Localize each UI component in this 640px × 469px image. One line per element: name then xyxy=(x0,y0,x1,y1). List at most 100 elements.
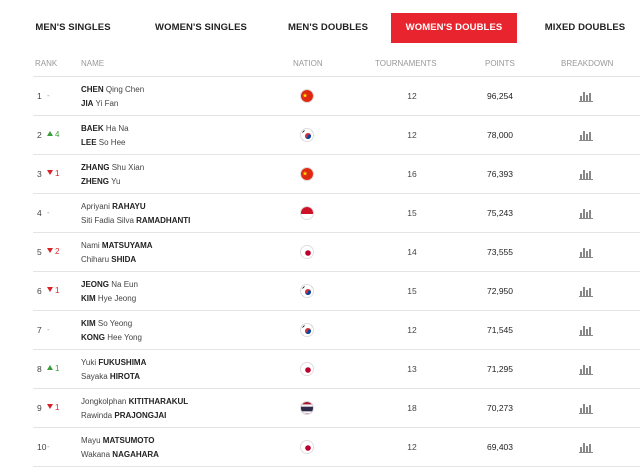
player-2[interactable]: Chiharu SHIDA xyxy=(81,253,153,267)
table-row: 3 1 ZHANG Shu Xian ZHENG Yu 16 76,393 xyxy=(33,155,640,194)
breakdown-chart-icon[interactable] xyxy=(579,246,593,258)
tab-womens-doubles[interactable]: WOMEN'S DOUBLES xyxy=(391,13,517,43)
player-surname: NAGAHARA xyxy=(112,450,159,459)
player-2[interactable]: Sayaka HIROTA xyxy=(81,370,146,384)
player-names: BAEK Ha Na LEE So Hee xyxy=(81,122,129,150)
header-name: NAME xyxy=(81,59,105,68)
player-1[interactable]: JEONG Na Eun xyxy=(81,278,138,292)
points-value: 75,243 xyxy=(487,208,513,218)
breakdown-chart-icon[interactable] xyxy=(579,363,593,375)
points-value: 72,950 xyxy=(487,286,513,296)
player-2[interactable]: Wakana NAGAHARA xyxy=(81,448,159,462)
player-1[interactable]: Apriyani RAHAYU xyxy=(81,200,190,214)
points-value: 73,555 xyxy=(487,247,513,257)
header-points: POINTS xyxy=(485,59,515,68)
player-surname: FUKUSHIMA xyxy=(98,358,147,367)
arrow-down-icon xyxy=(47,287,53,292)
arrow-down-icon xyxy=(47,404,53,409)
breakdown-chart-icon[interactable] xyxy=(579,90,593,102)
player-2[interactable]: KIM Hye Jeong xyxy=(81,292,138,306)
player-2[interactable]: JIA Yi Fan xyxy=(81,97,144,111)
tab-mixed-doubles[interactable]: MIXED DOUBLES xyxy=(544,22,626,33)
korea-flag-icon xyxy=(300,284,314,298)
player-1[interactable]: Mayu MATSUMOTO xyxy=(81,434,159,448)
player-surname: JIA xyxy=(81,99,94,108)
player-1[interactable]: CHEN Qing Chen xyxy=(81,83,144,97)
player-2[interactable]: Rawinda PRAJONGJAI xyxy=(81,409,188,423)
rank-movement: 1 xyxy=(47,364,59,373)
player-2[interactable]: Siti Fadia Silva RAMADHANTI xyxy=(81,214,190,228)
table-header: RANK NAME NATION TOURNAMENTS POINTS BREA… xyxy=(0,59,640,71)
thailand-flag-icon xyxy=(300,401,314,415)
rank-movement: - xyxy=(47,208,50,217)
tab-mens-singles[interactable]: MEN'S SINGLES xyxy=(35,22,111,33)
table-row: 1 - CHEN Qing Chen JIA Yi Fan 12 96,254 xyxy=(33,76,640,116)
player-surname: RAHAYU xyxy=(112,202,146,211)
player-given-name: Hee Yong xyxy=(107,333,142,342)
player-surname: KIM xyxy=(81,294,96,303)
player-names: Nami MATSUYAMA Chiharu SHIDA xyxy=(81,239,153,267)
rank-movement: - xyxy=(47,442,50,451)
rank-value: 3 xyxy=(37,169,42,179)
player-given-name: Rawinda xyxy=(81,411,113,420)
player-1[interactable]: Jongkolphan KITITHARAKUL xyxy=(81,395,188,409)
player-names: Yuki FUKUSHIMA Sayaka HIROTA xyxy=(81,356,146,384)
player-names: Apriyani RAHAYU Siti Fadia Silva RAMADHA… xyxy=(81,200,190,228)
rank-movement: - xyxy=(47,325,50,334)
player-surname: JEONG xyxy=(81,280,110,289)
tournaments-value: 15 xyxy=(407,286,417,296)
tab-mens-doubles[interactable]: MEN'S DOUBLES xyxy=(287,22,369,33)
player-surname: MATSUMOTO xyxy=(102,436,155,445)
header-nation: NATION xyxy=(293,59,323,68)
player-2[interactable]: LEE So Hee xyxy=(81,136,129,150)
tournaments-value: 12 xyxy=(407,325,417,335)
japan-flag-icon xyxy=(300,440,314,454)
player-given-name: Ha Na xyxy=(105,124,129,133)
rankings-table: 1 - CHEN Qing Chen JIA Yi Fan 12 96,254 … xyxy=(33,76,640,467)
player-surname: ZHANG xyxy=(81,163,110,172)
china-flag-icon xyxy=(300,167,314,181)
player-1[interactable]: BAEK Ha Na xyxy=(81,122,129,136)
player-names: KIM So Yeong KONG Hee Yong xyxy=(81,317,142,345)
player-2[interactable]: ZHENG Yu xyxy=(81,175,144,189)
arrow-down-icon xyxy=(47,248,53,253)
rank-movement: 1 xyxy=(47,286,59,295)
player-given-name: Nami xyxy=(81,241,100,250)
breakdown-chart-icon[interactable] xyxy=(579,324,593,336)
table-row: 7 - KIM So Yeong KONG Hee Yong 12 71,545 xyxy=(33,311,640,350)
tournaments-value: 12 xyxy=(407,130,417,140)
indonesia-flag-icon xyxy=(300,206,314,220)
korea-flag-icon xyxy=(300,128,314,142)
player-given-name: Siti Fadia Silva xyxy=(81,216,134,225)
points-value: 78,000 xyxy=(487,130,513,140)
player-given-name: Hye Jeong xyxy=(97,294,137,303)
player-1[interactable]: Nami MATSUYAMA xyxy=(81,239,153,253)
tab-womens-singles[interactable]: WOMEN'S SINGLES xyxy=(155,22,247,33)
player-1[interactable]: ZHANG Shu Xian xyxy=(81,161,144,175)
player-2[interactable]: KONG Hee Yong xyxy=(81,331,142,345)
breakdown-chart-icon[interactable] xyxy=(579,285,593,297)
points-value: 71,545 xyxy=(487,325,513,335)
rank-movement: - xyxy=(47,91,50,100)
table-row: 8 1 Yuki FUKUSHIMA Sayaka HIROTA 13 71,2… xyxy=(33,350,640,389)
breakdown-chart-icon[interactable] xyxy=(579,168,593,180)
points-value: 96,254 xyxy=(487,91,513,101)
rank-value: 5 xyxy=(37,247,42,257)
breakdown-chart-icon[interactable] xyxy=(579,441,593,453)
rank-movement: 4 xyxy=(47,130,59,139)
rank-value: 7 xyxy=(37,325,42,335)
player-given-name: Na Eun xyxy=(111,280,138,289)
player-given-name: Mayu xyxy=(81,436,101,445)
player-given-name: Shu Xian xyxy=(111,163,145,172)
breakdown-chart-icon[interactable] xyxy=(579,207,593,219)
player-surname: KONG xyxy=(81,333,105,342)
player-1[interactable]: Yuki FUKUSHIMA xyxy=(81,356,146,370)
rank-movement: 1 xyxy=(47,169,59,178)
player-given-name: Apriyani xyxy=(81,202,110,211)
breakdown-chart-icon[interactable] xyxy=(579,402,593,414)
header-breakdown: BREAKDOWN xyxy=(561,59,614,68)
player-1[interactable]: KIM So Yeong xyxy=(81,317,142,331)
player-given-name: Qing Chen xyxy=(105,85,145,94)
breakdown-chart-icon[interactable] xyxy=(579,129,593,141)
header-rank: RANK xyxy=(35,59,58,68)
